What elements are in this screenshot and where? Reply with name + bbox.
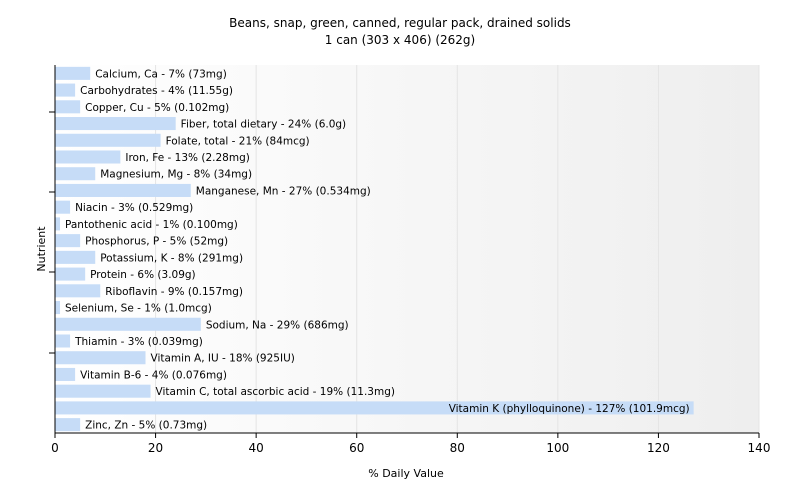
bar	[55, 367, 76, 381]
bar-label: Fiber, total dietary - 24% (6.0g)	[181, 119, 346, 131]
bar	[55, 133, 161, 147]
bar	[55, 334, 71, 348]
chart-subtitle: 1 can (303 x 406) (262g)	[325, 33, 475, 47]
x-axis-title: % Daily Value	[368, 467, 444, 480]
bar-label: Carbohydrates - 4% (11.55g)	[80, 85, 233, 97]
bar-label: Vitamin A, IU - 18% (925IU)	[151, 353, 295, 365]
bar	[55, 66, 91, 80]
bar	[55, 418, 81, 432]
bar	[55, 351, 146, 365]
bar-label: Manganese, Mn - 27% (0.534mg)	[196, 185, 371, 197]
bar-label: Niacin - 3% (0.529mg)	[75, 202, 193, 214]
bar-label: Magnesium, Mg - 8% (34mg)	[100, 169, 252, 181]
bar	[55, 183, 191, 197]
bar	[55, 200, 71, 214]
chart-title: Beans, snap, green, canned, regular pack…	[229, 16, 571, 30]
bar-label: Protein - 6% (3.09g)	[90, 269, 196, 281]
x-tick-label: 100	[546, 441, 569, 455]
x-tick-label: 60	[349, 441, 364, 455]
bar-label: Calcium, Ca - 7% (73mg)	[95, 68, 227, 80]
bar-label: Vitamin B-6 - 4% (0.076mg)	[80, 369, 227, 381]
bar	[55, 317, 201, 331]
bar	[55, 234, 81, 248]
axes-group	[49, 65, 759, 434]
bar-label: Selenium, Se - 1% (1.0mcg)	[65, 303, 212, 315]
bar	[55, 150, 121, 164]
bar-label: Riboflavin - 9% (0.157mg)	[105, 286, 243, 298]
bar-label: Vitamin K (phylloquinone) - 127% (101.9m…	[449, 403, 690, 415]
bar-label: Iron, Fe - 13% (2.28mg)	[125, 152, 249, 164]
x-tick-label: 0	[51, 441, 59, 455]
bar-labels-group: Calcium, Ca - 7% (73mg) Carbohydrates - 4…	[65, 68, 690, 431]
bar-label: Copper, Cu - 5% (0.102mg)	[85, 102, 229, 114]
bars-group	[55, 66, 694, 432]
bar	[55, 83, 76, 97]
bar	[55, 401, 694, 415]
bar	[55, 167, 96, 181]
bar	[55, 284, 101, 298]
bar-label: Pantothenic acid - 1% (0.100mg)	[65, 219, 238, 231]
bar	[55, 384, 151, 398]
bar-label: Vitamin C, total ascorbic acid - 19% (11…	[156, 386, 395, 398]
bar	[55, 250, 96, 264]
x-tick-label: 20	[148, 441, 163, 455]
bar	[55, 117, 176, 131]
bar-label: Sodium, Na - 29% (686mg)	[206, 319, 349, 331]
x-tick-labels: 0 20 40 60 80 100 120 140	[51, 433, 770, 455]
bar-label: Zinc, Zn - 5% (0.73mg)	[85, 420, 207, 432]
x-tick-label: 140	[748, 441, 771, 455]
bar	[55, 301, 61, 315]
bar	[55, 267, 86, 281]
bar-label: Folate, total - 21% (84mcg)	[166, 135, 310, 147]
bar-label: Phosphorus, P - 5% (52mg)	[85, 236, 228, 248]
bar	[55, 217, 61, 231]
bar-label: Thiamin - 3% (0.039mg)	[74, 336, 203, 348]
x-tick-label: 40	[249, 441, 264, 455]
x-tick-label: 120	[647, 441, 670, 455]
y-axis-title: Nutrient	[35, 226, 48, 272]
x-tick-label: 80	[450, 441, 465, 455]
bar-label: Potassium, K - 8% (291mg)	[100, 252, 243, 264]
bar	[55, 100, 81, 114]
